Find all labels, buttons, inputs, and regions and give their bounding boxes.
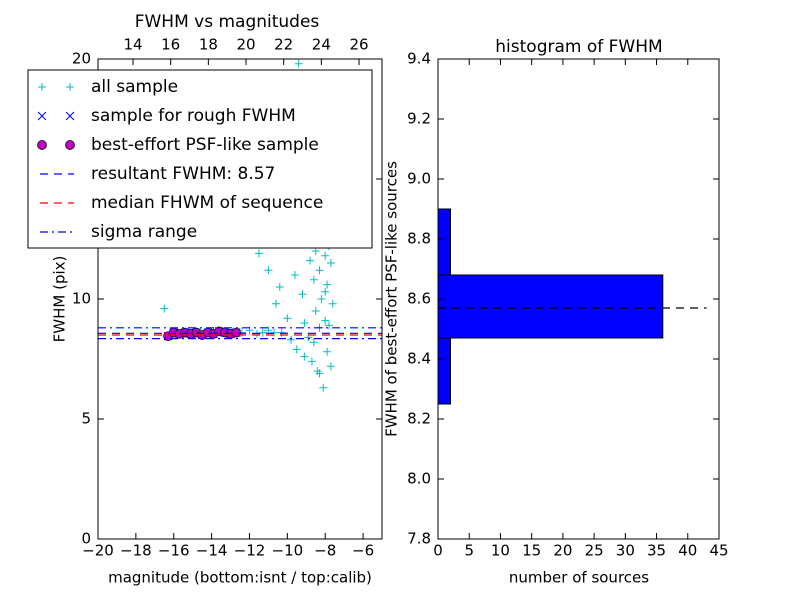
left-x-label: magnitude (bottom:isnt / top:calib) xyxy=(108,569,372,587)
legend-label: best-effort PSF-like sample xyxy=(91,135,319,155)
plus-marker xyxy=(254,249,263,258)
hist-bar xyxy=(437,274,664,339)
plus-marker xyxy=(160,304,169,313)
x-tick-label: 0 xyxy=(433,542,443,560)
x2-tick-label: 18 xyxy=(199,36,218,54)
x-tick-label: −6 xyxy=(352,542,374,560)
x-tick-label: 40 xyxy=(678,542,697,560)
x2-tick-label: 24 xyxy=(312,36,331,54)
plus-marker xyxy=(326,259,335,267)
y-tick-label: 9.2 xyxy=(407,110,431,128)
circle-marker xyxy=(37,140,47,150)
plus-marker xyxy=(309,338,318,347)
legend-label: sigma range xyxy=(91,222,197,242)
y-tick-label: 8.6 xyxy=(407,290,431,308)
y-tick-label: 5 xyxy=(81,410,91,428)
right-title: histogram of FWHM xyxy=(495,37,662,57)
legend-label: all sample xyxy=(91,77,178,97)
plus-marker xyxy=(323,347,332,356)
x-marker xyxy=(65,111,75,121)
circle-marker xyxy=(65,140,75,150)
x-tick-label: −16 xyxy=(158,542,190,560)
plus-marker xyxy=(319,383,328,392)
plus-marker xyxy=(287,335,296,344)
x-tick-label: 5 xyxy=(464,542,474,560)
x-tick-label: 15 xyxy=(522,542,541,560)
y-tick-label: 8.0 xyxy=(407,470,431,488)
legend-box xyxy=(27,69,373,249)
y-tick-label: 9.4 xyxy=(407,50,431,68)
right-y-label: FWHM of best-effort PSF-like sources xyxy=(383,161,401,437)
x-tick-label: 35 xyxy=(647,542,666,560)
y-tick-label: 8.4 xyxy=(407,350,431,368)
y-tick-label: 10 xyxy=(72,290,91,308)
circle-marker xyxy=(231,327,242,338)
x-tick-label: −10 xyxy=(272,542,304,560)
plus-marker xyxy=(300,352,309,361)
hist-bar xyxy=(437,337,451,405)
plus-marker xyxy=(323,280,332,289)
y-tick-label: 7.8 xyxy=(407,530,431,548)
x-tick-label: 10 xyxy=(491,542,510,560)
x2-tick-label: 16 xyxy=(161,36,180,54)
plus-marker xyxy=(306,256,315,265)
plus-marker xyxy=(258,328,267,337)
y-tick-label: 8.2 xyxy=(407,410,431,428)
plus-marker xyxy=(294,59,303,68)
x2-tick-label: 14 xyxy=(123,36,142,54)
plus-marker xyxy=(326,362,335,371)
plus-marker xyxy=(298,290,307,299)
plus-marker xyxy=(66,83,74,91)
left-y-label: FWHM (pix) xyxy=(51,256,69,343)
x-tick-label: −8 xyxy=(314,542,336,560)
hist-bar xyxy=(437,208,451,276)
y-tick-label: 9.0 xyxy=(407,170,431,188)
plus-marker xyxy=(309,275,318,284)
plus-marker xyxy=(264,266,273,275)
x-tick-label: −18 xyxy=(120,542,152,560)
plus-marker xyxy=(315,369,324,378)
plus-marker xyxy=(324,321,333,330)
plus-marker xyxy=(38,83,46,91)
plus-marker xyxy=(283,314,292,323)
x-tick-label: −14 xyxy=(196,542,228,560)
x2-tick-label: 26 xyxy=(349,36,368,54)
plus-marker xyxy=(328,299,337,308)
x2-tick-label: 20 xyxy=(236,36,255,54)
plus-marker xyxy=(270,328,279,337)
y-tick-label: 8.8 xyxy=(407,230,431,248)
x-tick-label: −20 xyxy=(82,542,114,560)
x-tick-label: 25 xyxy=(585,542,604,560)
x-tick-label: 45 xyxy=(709,542,728,560)
plus-marker xyxy=(271,299,280,308)
y-tick-label: 0 xyxy=(81,530,91,548)
plus-marker xyxy=(317,295,326,303)
y-tick-label: 20 xyxy=(72,50,91,68)
x-marker xyxy=(37,111,47,121)
plus-marker xyxy=(321,287,330,296)
plus-marker xyxy=(307,357,316,366)
x2-tick-label: 22 xyxy=(274,36,293,54)
plus-marker xyxy=(290,271,299,279)
legend-label: median FHWM of sequence xyxy=(91,193,323,213)
plus-marker xyxy=(300,319,309,327)
plus-marker xyxy=(292,345,301,354)
plus-marker xyxy=(321,251,330,260)
plus-marker xyxy=(321,316,330,325)
plus-marker xyxy=(275,283,284,291)
x-tick-label: 30 xyxy=(616,542,635,560)
legend-label: resultant FWHM: 8.57 xyxy=(91,164,275,184)
left-title: FWHM vs magnitudes xyxy=(135,12,320,32)
plus-marker xyxy=(311,307,320,315)
x-tick-label: 20 xyxy=(553,542,572,560)
legend-label: sample for rough FWHM xyxy=(91,106,296,126)
right-x-label: number of sources xyxy=(509,569,649,587)
plus-marker xyxy=(315,266,324,275)
x-tick-label: −12 xyxy=(234,542,266,560)
